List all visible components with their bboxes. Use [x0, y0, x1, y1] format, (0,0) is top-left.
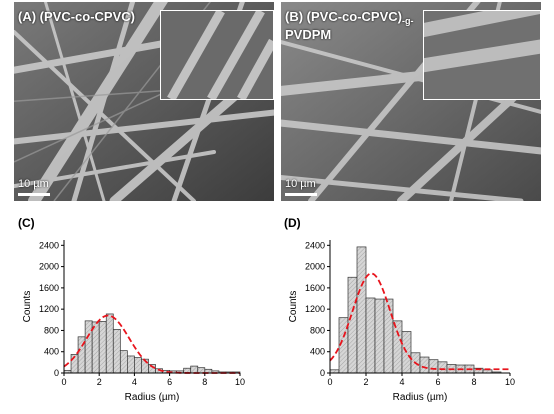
y-tick-label: 2400 — [305, 240, 325, 250]
x-tick-label: 2 — [363, 377, 368, 387]
x-tick-label: 4 — [399, 377, 404, 387]
y-tick-label: 800 — [310, 325, 325, 335]
histogram-bar — [374, 298, 385, 374]
histogram-bar — [419, 356, 430, 374]
histogram-bar — [437, 361, 448, 374]
x-tick-label: 4 — [132, 377, 137, 387]
y-tick-label: 800 — [44, 325, 59, 335]
x-axis-label: Radius (µm) — [393, 392, 448, 403]
histogram-bar — [105, 313, 114, 374]
scale-label-b: 10 µm — [285, 178, 316, 190]
panel-a-label: (A) (PVC-co-CPVC) — [18, 9, 135, 24]
histogram-d: 0 2 4 6 8 10 0 400 800 1200 1600 2000 2400 Radius (µm… — [288, 240, 515, 403]
histogram-bar — [98, 321, 107, 374]
panel-c-label: (C) — [18, 216, 35, 230]
x-tick-label: 6 — [167, 377, 172, 387]
scale-bar-b — [285, 193, 317, 196]
x-tick-label: 0 — [61, 377, 66, 387]
x-tick-label: 0 — [327, 377, 332, 387]
gaussian-fit-line — [63, 314, 240, 374]
y-tick-label: 1600 — [39, 283, 59, 293]
y-tick-label: 0 — [54, 368, 59, 378]
y-tick-label: 1200 — [39, 304, 59, 314]
x-tick-label: 10 — [505, 377, 515, 387]
panel-b-label-main: (B) (PVC-co-CPVC) — [285, 9, 402, 24]
panel-b-label-sub: -g- — [402, 16, 414, 26]
y-tick-label: 2000 — [39, 262, 59, 272]
y-tick-label: 400 — [310, 347, 325, 357]
x-axis-label: Radius (µm) — [125, 392, 180, 403]
y-tick-label: 2000 — [305, 262, 325, 272]
y-axis-label: Counts — [288, 291, 299, 323]
histogram-bar — [127, 355, 135, 374]
histogram-bar — [190, 365, 199, 374]
x-tick-label: 10 — [235, 377, 245, 387]
histogram-bar — [365, 297, 376, 374]
histogram-bar — [134, 357, 142, 374]
histogram-bar — [428, 359, 439, 374]
histogram-c: 0 2 4 6 8 10 0 400 800 1200 1600 2000 2400 Radius (µm… — [22, 240, 245, 403]
sem-image-b: (B) (PVC-co-CPVC)-g- PVDPM 10 µm — [281, 2, 541, 201]
y-tick-label: 400 — [44, 347, 59, 357]
panel-d-label: (D) — [284, 216, 301, 230]
x-tick-label: 8 — [471, 377, 476, 387]
histogram-bar — [119, 350, 128, 374]
sem-image-a: (A) (PVC-co-CPVC) 10 µm — [14, 2, 274, 201]
histogram-bar — [356, 246, 367, 374]
y-tick-label: 0 — [320, 368, 325, 378]
gaussian-fit-line — [329, 272, 510, 371]
histogram-bar — [383, 298, 394, 374]
histogram-bar — [392, 320, 403, 374]
histogram-bar — [347, 276, 358, 374]
x-tick-label: 2 — [97, 377, 102, 387]
scale-bar-a — [18, 193, 50, 196]
y-tick-label: 1600 — [305, 283, 325, 293]
inset-a — [160, 10, 274, 100]
x-tick-label: 6 — [435, 377, 440, 387]
scale-label-a: 10 µm — [18, 178, 49, 190]
y-tick-label: 2400 — [39, 240, 59, 250]
y-axis-label: Counts — [22, 291, 33, 323]
panel-b-label: (B) (PVC-co-CPVC)-g- PVDPM — [285, 10, 414, 42]
histogram-bar — [112, 329, 121, 374]
histogram-bar — [84, 320, 93, 374]
y-tick-label: 1200 — [305, 304, 325, 314]
x-tick-label: 8 — [202, 377, 207, 387]
panel-b-label-line2: PVDPM — [285, 27, 332, 42]
inset-b — [423, 10, 541, 100]
